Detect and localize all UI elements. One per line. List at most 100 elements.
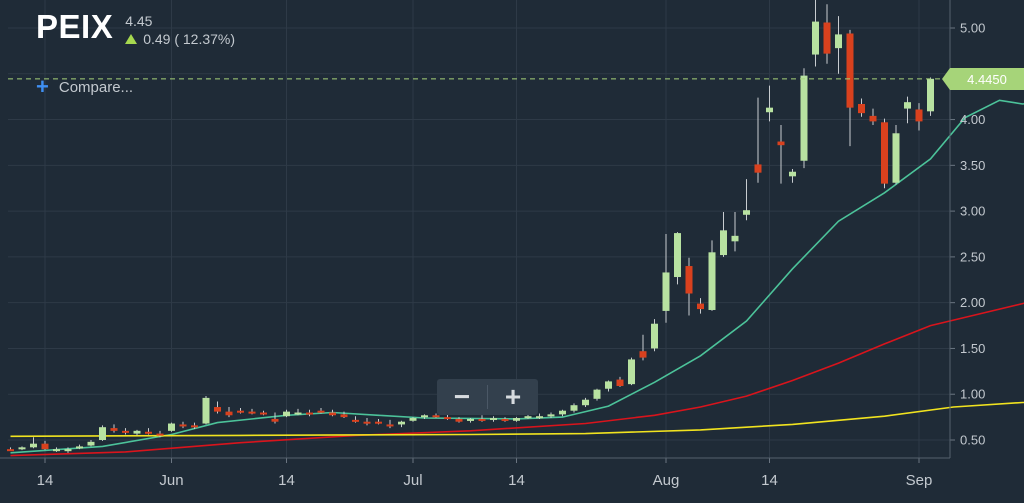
up-arrow-icon <box>125 34 138 44</box>
down-candle <box>110 424 118 433</box>
up-candle <box>467 418 474 423</box>
x-tick-label: Jul <box>403 472 422 489</box>
candle-body <box>754 164 762 173</box>
y-tick-label: 1.00 <box>960 387 985 402</box>
candle-body <box>823 22 831 54</box>
up-candle <box>743 179 750 221</box>
candle-body <box>329 412 336 416</box>
down-candle <box>306 409 313 417</box>
candle-body <box>145 431 152 434</box>
candle-body <box>237 410 244 413</box>
candle-body <box>559 410 566 415</box>
zoom-out-button[interactable]: − <box>453 381 471 412</box>
candle-body <box>41 443 49 450</box>
up-candle <box>99 425 106 441</box>
long-moving-average-line <box>10 401 1024 438</box>
candle-body <box>708 252 716 310</box>
candle-body <box>306 412 313 415</box>
candle-body <box>800 75 808 161</box>
candle-body <box>501 418 509 421</box>
candle-body <box>812 21 819 55</box>
up-candle <box>524 414 532 419</box>
up-candle <box>789 168 796 183</box>
down-candle <box>881 118 888 189</box>
candle-body <box>616 379 624 386</box>
candle-body <box>904 102 911 109</box>
down-candle <box>754 97 762 183</box>
down-candle <box>915 103 923 131</box>
candle-body <box>409 418 417 421</box>
compare-label: Compare... <box>58 78 134 96</box>
down-candle <box>248 408 256 415</box>
up-candle <box>547 412 555 419</box>
down-candle <box>639 334 647 361</box>
down-candle <box>214 401 221 414</box>
down-candle <box>697 298 704 314</box>
ticker-symbol: PEIX <box>36 8 114 45</box>
candle-body <box>386 424 394 427</box>
down-candle <box>122 428 129 435</box>
y-tick-label: 2.00 <box>960 295 985 310</box>
up-candle <box>283 409 290 418</box>
quote-header: PEIX 4.45 0.49 ( 12.37%) <box>36 10 235 48</box>
compare-button[interactable]: + Compare... <box>36 74 134 99</box>
candle-body <box>202 397 210 424</box>
plus-icon: + <box>36 74 49 99</box>
candle-body <box>547 414 555 417</box>
up-candle <box>536 413 543 419</box>
candle-body <box>168 423 175 431</box>
up-candle <box>605 380 612 392</box>
y-tick-label: 2.50 <box>960 249 985 264</box>
down-candle <box>225 407 233 418</box>
candle-body <box>731 235 739 242</box>
up-candle <box>18 446 26 451</box>
candle-body <box>662 272 670 311</box>
down-candle <box>7 447 14 452</box>
candle-body <box>375 421 382 424</box>
candle-body <box>593 389 601 399</box>
zoom-in-button[interactable]: + <box>504 381 522 412</box>
candle-body <box>271 418 279 422</box>
candle-body <box>64 449 72 452</box>
down-candle <box>869 108 877 126</box>
down-candle <box>317 407 325 414</box>
up-candle <box>133 429 141 436</box>
candle-body <box>524 416 532 419</box>
mid-moving-average-line <box>10 302 1024 457</box>
grid-lines <box>8 0 950 458</box>
down-candle <box>823 4 831 64</box>
down-candle <box>41 440 49 451</box>
x-tick-label: 14 <box>37 472 54 489</box>
candle-body <box>18 447 26 450</box>
up-candle <box>904 96 911 124</box>
current-price: 4.45 <box>125 13 153 29</box>
candle-body <box>444 417 451 420</box>
candle-body <box>156 433 164 436</box>
candle-body <box>87 441 95 446</box>
down-candle <box>386 419 394 429</box>
candle-body <box>628 359 635 385</box>
up-candle <box>708 240 716 311</box>
candle-body <box>122 430 129 433</box>
candle-body <box>697 303 704 310</box>
moving-averages <box>10 99 1024 457</box>
candles <box>7 0 934 453</box>
up-candle <box>490 416 497 422</box>
up-candle <box>651 319 658 352</box>
up-candle <box>800 68 808 169</box>
candle-body <box>110 428 118 431</box>
candle-body <box>317 410 325 413</box>
candle-body <box>191 425 198 428</box>
candle-body <box>283 411 290 417</box>
up-candle <box>731 212 739 252</box>
down-candle <box>455 417 463 423</box>
zoom-controls: − + <box>437 379 538 415</box>
candle-body <box>789 171 796 177</box>
down-candle <box>179 421 187 429</box>
price-change-value: 0.49 ( 12.37%) <box>143 31 236 47</box>
candle-body <box>685 266 693 294</box>
candle-body <box>582 399 589 406</box>
y-tick-label: 3.00 <box>960 204 985 219</box>
x-tick-label: Jun <box>159 472 183 489</box>
